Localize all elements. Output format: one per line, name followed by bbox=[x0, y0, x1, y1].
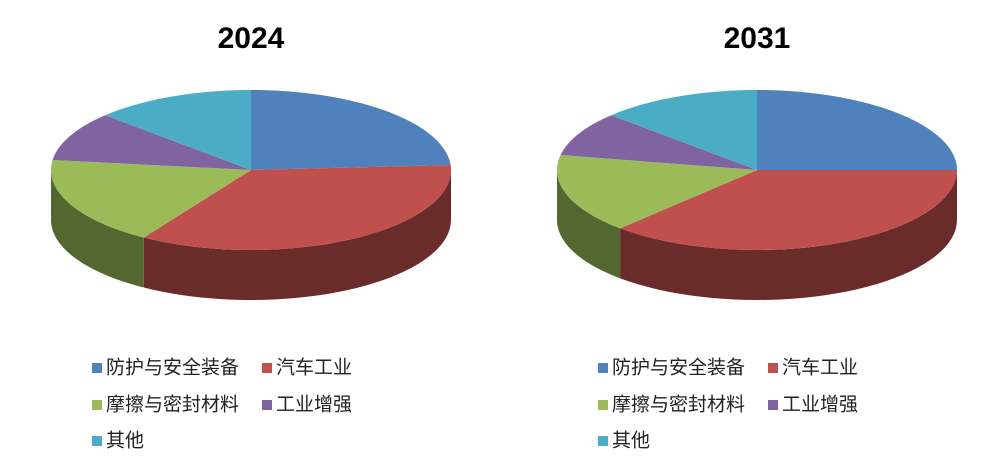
slice bbox=[52, 115, 252, 170]
chart-title: 2031 bbox=[724, 22, 791, 55]
legend-label: 防护与安全装备 bbox=[106, 357, 239, 379]
legend-swatch bbox=[92, 363, 102, 373]
legend-label: 摩擦与密封材料 bbox=[612, 394, 745, 416]
legend-label: 摩擦与密封材料 bbox=[106, 394, 239, 416]
legend-swatch bbox=[598, 400, 608, 410]
slice bbox=[611, 90, 757, 170]
slice bbox=[251, 90, 451, 170]
legend-label: 其他 bbox=[612, 430, 650, 452]
legend-label: 工业增强 bbox=[782, 394, 858, 416]
slice bbox=[620, 170, 957, 250]
slice-side bbox=[620, 170, 957, 300]
slice bbox=[105, 90, 252, 170]
legend-label: 工业增强 bbox=[276, 394, 352, 416]
legend-label: 其他 bbox=[106, 430, 144, 452]
legend-swatch bbox=[92, 400, 102, 410]
slice bbox=[143, 164, 451, 250]
slice-side bbox=[557, 170, 621, 279]
legend-label: 汽车工业 bbox=[782, 357, 858, 379]
slice bbox=[757, 90, 957, 170]
legend-swatch bbox=[262, 400, 272, 410]
legend-swatch bbox=[262, 363, 272, 373]
slice bbox=[557, 155, 757, 229]
legend-swatch bbox=[768, 363, 778, 373]
slice-side bbox=[51, 170, 144, 288]
legend-swatch bbox=[92, 436, 102, 446]
legend-swatch bbox=[768, 400, 778, 410]
chart-title: 2024 bbox=[218, 22, 285, 55]
legend-label: 汽车工业 bbox=[276, 357, 352, 379]
legend-label: 防护与安全装备 bbox=[612, 357, 745, 379]
slice bbox=[560, 115, 757, 170]
slice-side bbox=[143, 170, 451, 300]
slice bbox=[51, 159, 251, 238]
legend-swatch bbox=[598, 363, 608, 373]
legend-swatch bbox=[598, 436, 608, 446]
